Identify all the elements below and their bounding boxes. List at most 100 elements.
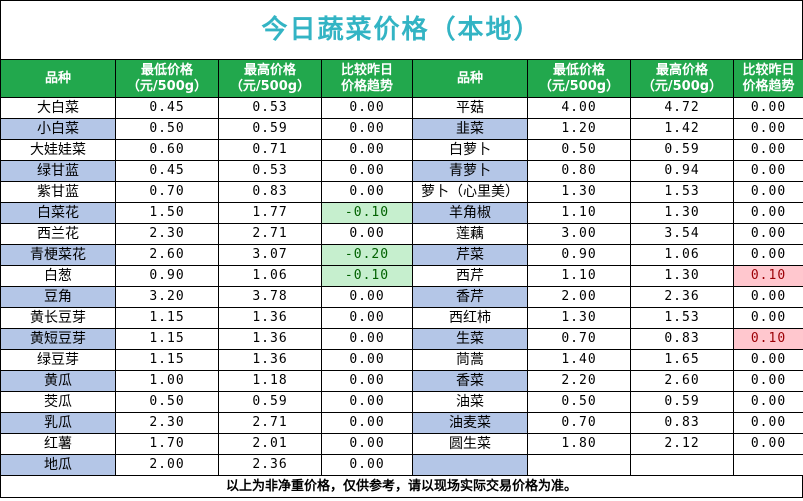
left-high-price-cell: 1.36 <box>218 328 322 350</box>
right-trend-cell: 0.00 <box>733 412 803 434</box>
right-low-price-cell: 0.80 <box>527 160 631 182</box>
right-trend-cell: 0.00 <box>733 118 803 140</box>
left-name-cell: 绿豆芽 <box>0 349 116 371</box>
header-high-left: 最高价格 （元/500g） <box>218 59 322 98</box>
header-row: 品种 最低价格 （元/500g） 最高价格 （元/500g） 比较昨日 价格趋势 品种… <box>0 59 803 98</box>
left-name-cell: 大白菜 <box>0 97 116 119</box>
right-name-cell: 韭菜 <box>412 118 528 140</box>
right-low-price-cell: 1.80 <box>527 433 631 455</box>
table-row: 大娃娃菜 0.60 0.71 0.00 白萝卜 0.50 0.59 0.00 <box>0 139 803 161</box>
header-trend-right: 比较昨日 价格趋势 <box>733 59 803 98</box>
right-high-price-cell: 3.54 <box>630 223 734 245</box>
right-name-cell: 青萝卜 <box>412 160 528 182</box>
left-high-price-cell: 0.53 <box>218 160 322 182</box>
left-low-price-cell: 0.90 <box>115 265 219 287</box>
left-trend-cell: 0.00 <box>321 328 413 350</box>
right-high-price-cell: 1.42 <box>630 118 734 140</box>
left-high-price-cell: 0.53 <box>218 97 322 119</box>
right-name-cell: 油菜 <box>412 391 528 413</box>
left-high-price-cell: 2.36 <box>218 454 322 476</box>
left-trend-cell: 0.00 <box>321 181 413 203</box>
left-high-price-cell: 0.83 <box>218 181 322 203</box>
right-low-price-cell: 4.00 <box>527 97 631 119</box>
table-row: 紫甘蓝 0.70 0.83 0.00 萝卜（心里美） 1.30 1.53 0.00 <box>0 181 803 203</box>
header-trend-line1: 比较昨日 <box>340 62 393 78</box>
right-trend-cell: 0.00 <box>733 181 803 203</box>
table-row: 西兰花 2.30 2.71 0.00 莲藕 3.00 3.54 0.00 <box>0 223 803 245</box>
right-trend-cell: 0.00 <box>733 286 803 308</box>
right-high-price-cell: 1.30 <box>630 202 734 224</box>
left-trend-cell: 0.00 <box>321 118 413 140</box>
left-trend-cell: 0.00 <box>321 139 413 161</box>
right-trend-cell: 0.00 <box>733 139 803 161</box>
right-low-price-cell: 1.30 <box>527 181 631 203</box>
left-high-price-cell: 1.18 <box>218 370 322 392</box>
left-trend-cell: 0.00 <box>321 97 413 119</box>
right-high-price-cell: 2.36 <box>630 286 734 308</box>
right-low-price-cell: 1.30 <box>527 307 631 329</box>
right-low-price-cell: 0.50 <box>527 139 631 161</box>
left-low-price-cell: 2.60 <box>115 244 219 266</box>
left-high-price-cell: 1.06 <box>218 265 322 287</box>
left-high-price-cell: 2.01 <box>218 433 322 455</box>
left-trend-cell: 0.00 <box>321 223 413 245</box>
right-low-price-cell: 2.20 <box>527 370 631 392</box>
left-trend-cell: -0.10 <box>321 202 413 224</box>
left-name-cell: 地瓜 <box>0 454 116 476</box>
left-name-cell: 茭瓜 <box>0 391 116 413</box>
table-row: 白菜花 1.50 1.77 -0.10 羊角椒 1.10 1.30 0.00 <box>0 202 803 224</box>
left-low-price-cell: 1.15 <box>115 328 219 350</box>
table-row: 大白菜 0.45 0.53 0.00 平菇 4.00 4.72 0.00 <box>0 97 803 119</box>
right-name-cell: 白萝卜 <box>412 139 528 161</box>
right-trend-cell: 0.00 <box>733 223 803 245</box>
price-table: 品种 最低价格 （元/500g） 最高价格 （元/500g） 比较昨日 价格趋势 品种… <box>0 59 803 476</box>
right-high-price-cell: 1.53 <box>630 181 734 203</box>
header-low-line1: 最低价格 <box>140 62 193 78</box>
left-name-cell: 小白菜 <box>0 118 116 140</box>
header-low-right: 最低价格 （元/500g） <box>527 59 631 98</box>
sheet-title: 今日蔬菜价格（本地） <box>0 0 803 59</box>
right-trend-cell: 0.00 <box>733 391 803 413</box>
right-high-price-cell: 0.59 <box>630 391 734 413</box>
left-high-price-cell: 2.71 <box>218 223 322 245</box>
right-trend-cell: 0.00 <box>733 97 803 119</box>
right-name-cell: 平菇 <box>412 97 528 119</box>
header-trend-left: 比较昨日 价格趋势 <box>321 59 413 98</box>
right-name-cell: 芹菜 <box>412 244 528 266</box>
right-trend-cell: 0.10 <box>733 265 803 287</box>
left-trend-cell: 0.00 <box>321 349 413 371</box>
right-high-price-cell: 0.83 <box>630 412 734 434</box>
left-trend-cell: 0.00 <box>321 160 413 182</box>
header-high-line1: 最高价格 <box>243 62 296 78</box>
left-high-price-cell: 2.71 <box>218 412 322 434</box>
left-name-cell: 白葱 <box>0 265 116 287</box>
right-name-cell: 西芹 <box>412 265 528 287</box>
left-name-cell: 西兰花 <box>0 223 116 245</box>
right-name-cell: 油麦菜 <box>412 412 528 434</box>
left-low-price-cell: 0.45 <box>115 160 219 182</box>
table-row: 青梗菜花 2.60 3.07 -0.20 芹菜 0.90 1.06 0.00 <box>0 244 803 266</box>
left-low-price-cell: 0.70 <box>115 181 219 203</box>
left-high-price-cell: 0.59 <box>218 391 322 413</box>
right-name-cell: 莲藕 <box>412 223 528 245</box>
right-low-price-cell: 1.10 <box>527 202 631 224</box>
header-low-line2: （元/500g） <box>126 78 208 94</box>
left-low-price-cell: 3.20 <box>115 286 219 308</box>
right-high-price-cell: 0.83 <box>630 328 734 350</box>
left-trend-cell: 0.00 <box>321 391 413 413</box>
right-low-price-cell: 2.00 <box>527 286 631 308</box>
footer-note: 以上为非净重价格，仅供参考，请以现场实际交易价格为准。 <box>0 476 803 498</box>
right-high-price-cell: 1.06 <box>630 244 734 266</box>
left-name-cell: 黄瓜 <box>0 370 116 392</box>
left-high-price-cell: 0.71 <box>218 139 322 161</box>
left-low-price-cell: 1.50 <box>115 202 219 224</box>
left-trend-cell: 0.00 <box>321 307 413 329</box>
right-low-price-cell: 0.70 <box>527 412 631 434</box>
right-name-cell: 圆生菜 <box>412 433 528 455</box>
right-low-price-cell: 1.40 <box>527 349 631 371</box>
right-high-price-cell: 1.30 <box>630 265 734 287</box>
header-high-right: 最高价格 （元/500g） <box>630 59 734 98</box>
right-high-price-cell <box>630 454 734 476</box>
left-low-price-cell: 0.50 <box>115 391 219 413</box>
table-row: 小白菜 0.50 0.59 0.00 韭菜 1.20 1.42 0.00 <box>0 118 803 140</box>
